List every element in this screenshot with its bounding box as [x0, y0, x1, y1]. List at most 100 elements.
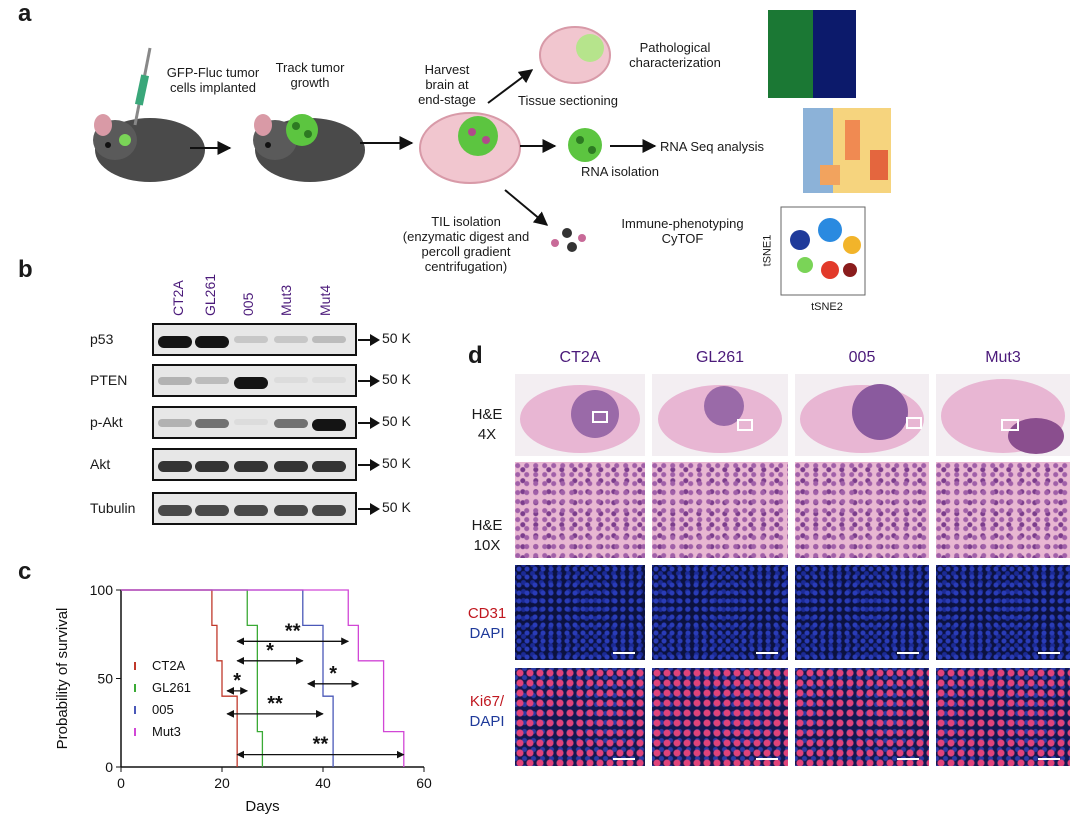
- blot-band: [158, 377, 192, 385]
- legend-label: Mut3: [152, 724, 181, 739]
- blot-band: [274, 505, 308, 516]
- legend-label: 005: [152, 702, 174, 717]
- kd-arrow-icon: [358, 334, 380, 346]
- survival-curve-mut3: [121, 589, 405, 767]
- cd31-image-mut3: [936, 565, 1070, 660]
- significance-label: *: [266, 640, 274, 662]
- panel-letter-d: d: [468, 342, 483, 369]
- mouse-illustration: [93, 47, 205, 182]
- significance-label: *: [329, 663, 337, 685]
- x-tick-label: 20: [214, 775, 230, 791]
- ki67-image-005: [795, 668, 929, 766]
- label-til-isolation: TIL isolation (enzymatic digest and perc…: [402, 214, 530, 274]
- tsne-plot: [780, 206, 866, 296]
- kd-arrow-icon: [358, 459, 380, 471]
- he4x-image-005: [795, 374, 929, 456]
- label-tissue-sectioning: Tissue sectioning: [518, 93, 618, 108]
- blot-band: [274, 336, 308, 343]
- he4x-image-gl261: [652, 374, 788, 456]
- cell-line-label: Mut3: [278, 284, 294, 316]
- ki67-image-ct2a: [515, 668, 645, 766]
- blot-band: [195, 505, 229, 516]
- kd-marker-label: 50 K: [382, 413, 411, 429]
- cell-line-label: 005: [240, 292, 256, 316]
- label-track: Track tumor growth: [275, 60, 345, 90]
- ki67-image-mut3: [936, 668, 1070, 766]
- label-pathological: Pathological characterization: [629, 40, 721, 70]
- tumor-cluster-illustration: [568, 128, 602, 162]
- column-title: Mut3: [985, 349, 1021, 366]
- survival-chart: 0 20 40 60 0 50 100 Days Probability of survival…: [54, 582, 432, 815]
- label-rna-isolation: RNA isolation: [580, 164, 660, 179]
- blot-band: [234, 461, 268, 473]
- label-cd31: CD31: [467, 605, 507, 622]
- blot-strip: [152, 406, 357, 439]
- brain-illustration: [419, 112, 521, 184]
- panel-letter-c: c: [18, 558, 32, 585]
- significance-label: **: [285, 620, 301, 642]
- blot-row-label: p-Akt: [90, 414, 123, 430]
- til-cells-illustration: [551, 228, 586, 252]
- kd-marker-label: 50 K: [382, 371, 411, 387]
- blot-band: [158, 461, 192, 473]
- he10x-image-ct2a: [515, 462, 645, 558]
- cell-line-label: GL261: [202, 273, 218, 316]
- column-title: 005: [848, 349, 876, 366]
- column-title: GL261: [695, 349, 745, 366]
- blot-band: [274, 419, 308, 429]
- blot-band: [274, 377, 308, 384]
- row-label-he10x: H&E 10X: [471, 517, 503, 554]
- y-axis-label: Probability of survival: [54, 608, 71, 750]
- ki67-image-gl261: [652, 668, 788, 766]
- cd31-image-ct2a: [515, 565, 645, 660]
- label-dapi: DAPI: [469, 713, 505, 730]
- label-harvest: Harvest brain at end-stage: [418, 62, 476, 107]
- blot-band: [195, 377, 229, 385]
- mouse-tumor-illustration: [253, 114, 365, 182]
- y-tick-label: 100: [90, 582, 114, 598]
- blot-band: [158, 505, 192, 516]
- blot-strip: [152, 492, 357, 525]
- blot-band: [312, 461, 346, 473]
- label-tsne1: tSNE1: [761, 234, 774, 267]
- blot-band: [312, 419, 346, 431]
- cell-line-label: Mut4: [317, 284, 333, 316]
- blot-band: [195, 419, 229, 429]
- he10x-image-gl261: [652, 462, 788, 558]
- significance-label: **: [267, 693, 283, 715]
- blot-row-label: p53: [90, 331, 114, 347]
- blot-row-label: Tubulin: [90, 500, 136, 516]
- he4x-image-mut3: [936, 374, 1070, 456]
- label-immune-phenotyping: Immune-phenotyping CyTOF: [621, 216, 744, 246]
- label-tsne2: tSNE2: [811, 301, 843, 313]
- label-implant: GFP-Fluc tumor cells implanted: [166, 65, 260, 95]
- workflow-diagram: [93, 10, 891, 296]
- blot-row-label: PTEN: [90, 372, 128, 388]
- he4x-image-ct2a: [515, 374, 645, 456]
- cd31-image-gl261: [652, 565, 788, 660]
- kd-arrow-icon: [358, 417, 380, 429]
- label-dapi: DAPI: [469, 625, 505, 642]
- blot-band: [195, 336, 229, 348]
- blot-band: [312, 336, 346, 344]
- legend-label: GL261: [152, 680, 191, 695]
- he10x-image-005: [795, 462, 929, 558]
- cell-line-label: CT2A: [170, 280, 186, 316]
- blot-band: [234, 505, 268, 516]
- x-tick-label: 60: [416, 775, 432, 791]
- significance-label: **: [313, 734, 329, 756]
- x-axis-label: Days: [245, 798, 279, 815]
- significance-label: *: [233, 670, 241, 692]
- survival-curve-005: [121, 589, 334, 767]
- panel-letter-b: b: [18, 256, 33, 283]
- kd-marker-label: 50 K: [382, 499, 411, 515]
- x-tick-label: 40: [315, 775, 331, 791]
- he10x-image-mut3: [936, 462, 1070, 558]
- blot-band: [312, 505, 346, 516]
- blot-band: [234, 336, 268, 343]
- blot-strip: [152, 448, 357, 481]
- kd-arrow-icon: [358, 375, 380, 387]
- rna-seq-heatmap: [803, 108, 891, 193]
- row-label-cd31: CD31 DAPI: [462, 604, 512, 644]
- kd-marker-label: 50 K: [382, 330, 411, 346]
